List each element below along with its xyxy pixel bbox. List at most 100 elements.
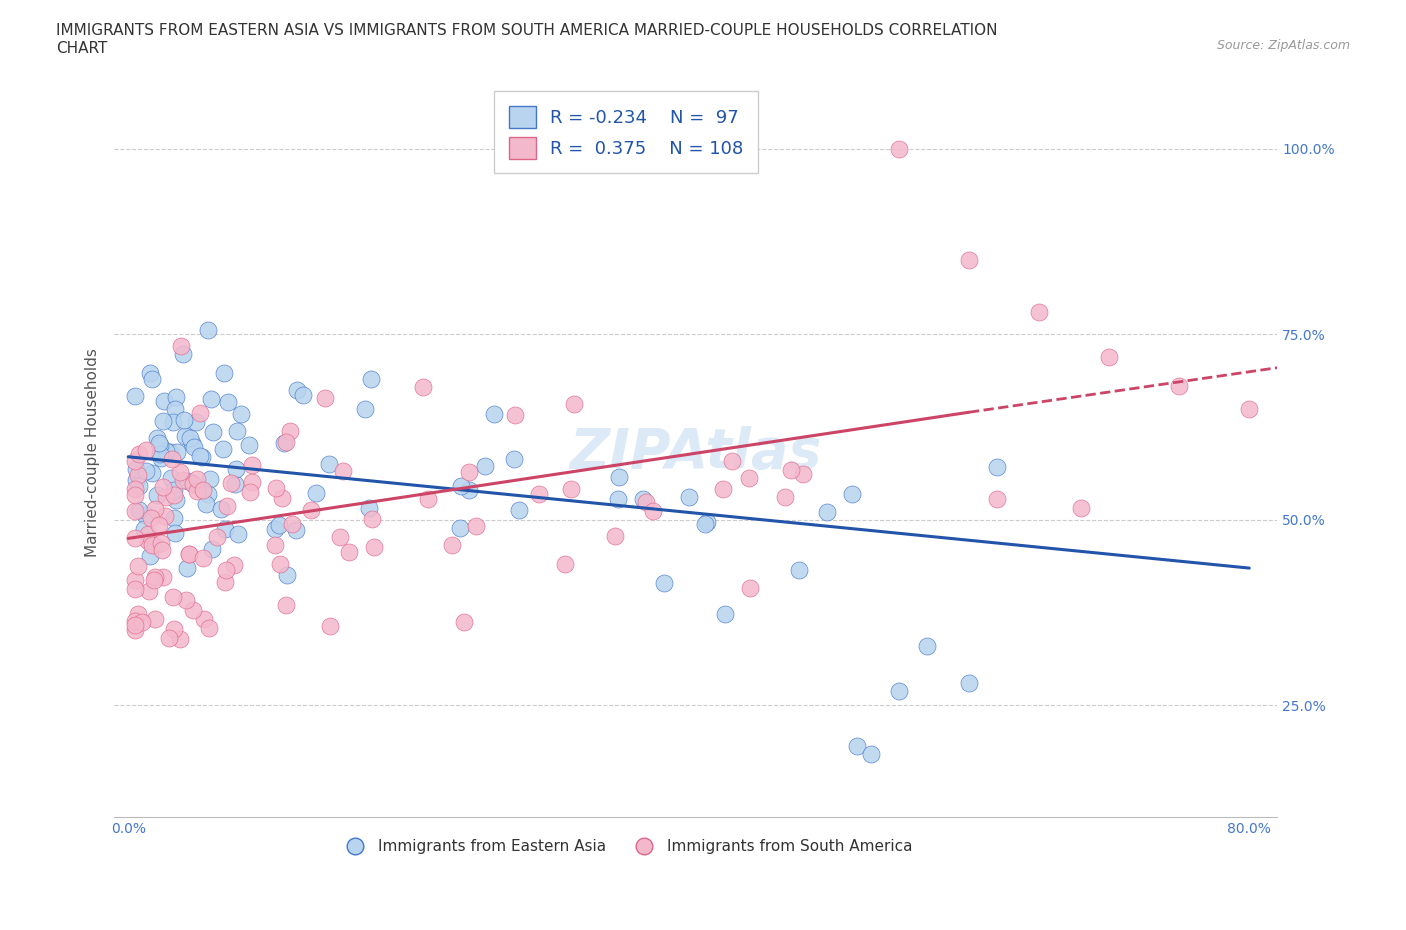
Point — [887, 684, 910, 698]
Point — [453, 615, 475, 630]
Point — [281, 516, 304, 531]
Point — [207, 529, 229, 544]
Point — [859, 746, 882, 761]
Point — [194, 497, 217, 512]
Point — [554, 556, 576, 571]
Point — [354, 402, 377, 417]
Point — [127, 559, 149, 574]
Point — [155, 444, 177, 458]
Point — [191, 450, 214, 465]
Point — [191, 551, 214, 565]
Point — [138, 526, 160, 541]
Point — [127, 468, 149, 483]
Point — [163, 487, 186, 502]
Point — [240, 475, 263, 490]
Point — [240, 458, 263, 472]
Point — [284, 523, 307, 538]
Point — [201, 541, 224, 556]
Point — [177, 473, 200, 488]
Point — [143, 501, 166, 516]
Point — [143, 569, 166, 584]
Point — [128, 479, 150, 494]
Point — [986, 459, 1008, 474]
Point — [201, 424, 224, 439]
Point — [229, 407, 252, 422]
Point — [138, 584, 160, 599]
Point — [173, 413, 195, 428]
Point — [267, 517, 290, 532]
Point — [292, 388, 315, 403]
Point — [134, 508, 156, 523]
Point — [986, 492, 1008, 507]
Point — [169, 631, 191, 646]
Point — [693, 517, 716, 532]
Point — [179, 431, 201, 445]
Point — [464, 519, 486, 534]
Point — [792, 467, 814, 482]
Point — [713, 606, 735, 621]
Point — [238, 438, 260, 453]
Point — [193, 612, 215, 627]
Point — [957, 676, 980, 691]
Point — [299, 503, 322, 518]
Point — [337, 544, 360, 559]
Point — [135, 463, 157, 478]
Point — [181, 436, 204, 451]
Point — [215, 562, 238, 577]
Point — [188, 405, 211, 420]
Point — [264, 538, 287, 553]
Point — [474, 458, 496, 473]
Point — [332, 463, 354, 478]
Point — [503, 407, 526, 422]
Point — [412, 379, 434, 394]
Point — [159, 445, 181, 459]
Point — [215, 498, 238, 513]
Point — [527, 486, 550, 501]
Point — [287, 382, 309, 397]
Point — [214, 575, 236, 590]
Point — [318, 619, 340, 634]
Point — [606, 491, 628, 506]
Point — [131, 615, 153, 630]
Point — [162, 415, 184, 430]
Point — [264, 521, 287, 536]
Point — [224, 476, 246, 491]
Point — [357, 501, 380, 516]
Point — [124, 453, 146, 468]
Point — [124, 482, 146, 497]
Legend: Immigrants from Eastern Asia, Immigrants from South America: Immigrants from Eastern Asia, Immigrants… — [333, 832, 918, 860]
Point — [174, 592, 197, 607]
Point — [1070, 500, 1092, 515]
Point — [678, 489, 700, 504]
Point — [225, 423, 247, 438]
Point — [124, 618, 146, 632]
Point — [181, 603, 204, 618]
Point — [224, 558, 246, 573]
Text: Source: ZipAtlas.com: Source: ZipAtlas.com — [1216, 39, 1350, 52]
Point — [191, 482, 214, 497]
Point — [1028, 305, 1050, 320]
Point — [915, 639, 938, 654]
Point — [740, 580, 762, 595]
Point — [957, 253, 980, 268]
Point — [128, 446, 150, 461]
Point — [165, 390, 187, 405]
Point — [146, 430, 169, 445]
Point — [172, 472, 194, 487]
Point — [163, 511, 186, 525]
Point — [166, 445, 188, 459]
Point — [172, 346, 194, 361]
Point — [274, 434, 297, 449]
Point — [305, 485, 328, 500]
Point — [1168, 379, 1191, 393]
Point — [149, 446, 172, 461]
Point — [273, 436, 295, 451]
Point — [887, 141, 910, 156]
Point — [186, 483, 208, 498]
Point — [508, 502, 530, 517]
Point — [225, 461, 247, 476]
Point — [139, 365, 162, 380]
Point — [179, 547, 201, 562]
Point — [361, 512, 384, 526]
Point — [141, 371, 163, 386]
